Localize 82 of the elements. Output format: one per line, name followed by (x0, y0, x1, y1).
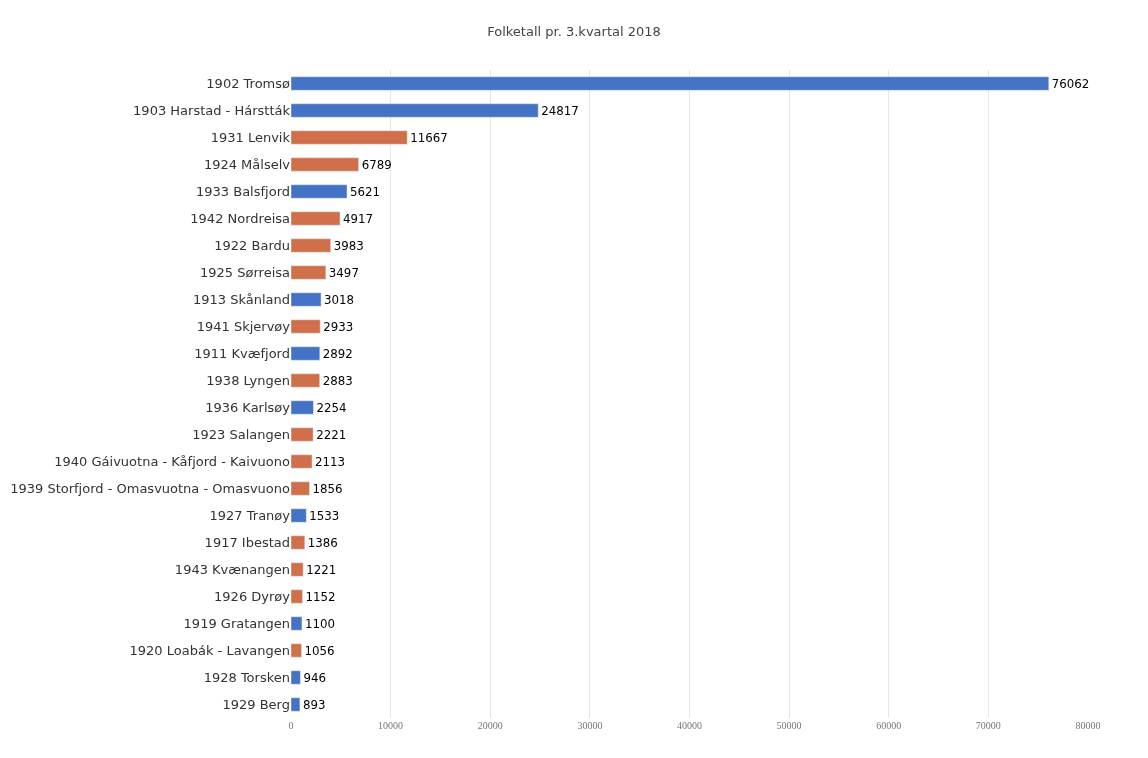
data-label: 946 (303, 670, 326, 685)
y-tick-label: 1924 Målselv (203, 157, 291, 173)
y-tick-label: 1919 Gratangen (183, 616, 290, 632)
data-label: 1221 (306, 562, 337, 577)
bar (291, 481, 310, 496)
bar (291, 562, 304, 577)
bar (291, 346, 321, 361)
data-label: 2892 (322, 346, 353, 361)
bar (291, 76, 1050, 91)
bar (291, 670, 301, 685)
data-label: 3018 (324, 292, 355, 307)
bar (291, 643, 302, 658)
data-label: 1152 (305, 589, 336, 604)
y-tick-label: 1920 Loabák - Lavangen (129, 643, 290, 659)
data-label: 76062 (1051, 76, 1090, 91)
data-label: 2221 (316, 427, 347, 442)
bar (291, 508, 307, 523)
x-tick-label: 0 (288, 720, 294, 731)
bar (291, 157, 359, 172)
y-tick-label: 1940 Gáivuotna - Kåfjord - Kaivuono (54, 454, 291, 470)
bar (291, 535, 306, 550)
bar (291, 292, 322, 307)
y-tick-label: 1938 Lyngen (206, 373, 290, 389)
bar (291, 265, 327, 280)
y-tick-label: 1942 Nordreisa (190, 211, 290, 227)
x-tick-label: 40000 (677, 720, 702, 731)
bar (291, 400, 314, 415)
bar (291, 373, 320, 388)
y-tick-label: 1931 Lenvik (210, 130, 291, 146)
data-label: 2883 (322, 373, 353, 388)
bar (291, 697, 301, 712)
bar (291, 319, 321, 334)
data-label: 1856 (312, 481, 343, 496)
bar (291, 238, 331, 253)
x-tick-label: 10000 (378, 720, 404, 731)
y-tick-label: 1928 Torsken (203, 670, 290, 686)
x-tick-label: 80000 (1075, 720, 1101, 731)
bar (291, 589, 303, 604)
bar (291, 454, 313, 469)
data-label: 4917 (343, 211, 374, 226)
y-tick-label: 1913 Skånland (192, 292, 290, 308)
data-label: 11667 (410, 130, 448, 145)
y-tick-label: 1936 Karlsøy (205, 400, 291, 416)
x-tick-label: 50000 (776, 720, 802, 731)
y-tick-label: 1903 Harstad - Hárstták (133, 103, 291, 119)
x-tick-label: 60000 (876, 720, 902, 731)
y-tick-label: 1943 Kvænangen (174, 562, 290, 578)
data-label: 2933 (323, 319, 354, 334)
y-tick-label: 1922 Bardu (214, 238, 290, 254)
bar (291, 130, 408, 145)
y-tick-label: 1926 Dyrøy (214, 589, 291, 605)
x-tick-label: 20000 (477, 720, 503, 731)
y-tick-label: 1923 Salangen (192, 427, 290, 443)
y-tick-label: 1933 Balsfjord (196, 184, 290, 200)
data-label: 2113 (315, 454, 346, 469)
data-label: 1100 (304, 616, 336, 631)
y-tick-label: 1917 Ibestad (204, 535, 290, 551)
bar (291, 427, 314, 442)
data-label: 2254 (316, 400, 347, 415)
x-tick-label: 30000 (577, 720, 603, 731)
y-tick-label: 1927 Tranøy (209, 508, 291, 524)
bar (291, 103, 539, 118)
bar (291, 616, 303, 631)
y-tick-label: 1929 Berg (222, 697, 290, 713)
x-tick-label: 70000 (975, 720, 1001, 731)
bar (291, 184, 348, 199)
data-label: 1386 (307, 535, 338, 550)
y-tick-label: 1925 Sørreisa (200, 265, 290, 281)
y-tick-label: 1911 Kvæfjord (194, 346, 290, 362)
y-tick-label: 1941 Skjervøy (196, 319, 291, 335)
data-label: 5621 (350, 184, 381, 199)
data-label: 3983 (333, 238, 364, 253)
data-label: 6789 (361, 157, 392, 172)
data-label: 1056 (304, 643, 335, 658)
data-label: 1533 (309, 508, 340, 523)
data-label: 3497 (328, 265, 359, 280)
y-tick-label: 1902 Tromsø (206, 76, 291, 92)
y-tick-label: 1939 Storfjord - Omasvuotna - Omasvuono (10, 481, 291, 497)
data-label: 24817 (541, 103, 579, 118)
data-label: 893 (302, 697, 326, 712)
bar (291, 211, 341, 226)
chart-title: Folketall pr. 3.kvartal 2018 (487, 23, 661, 39)
